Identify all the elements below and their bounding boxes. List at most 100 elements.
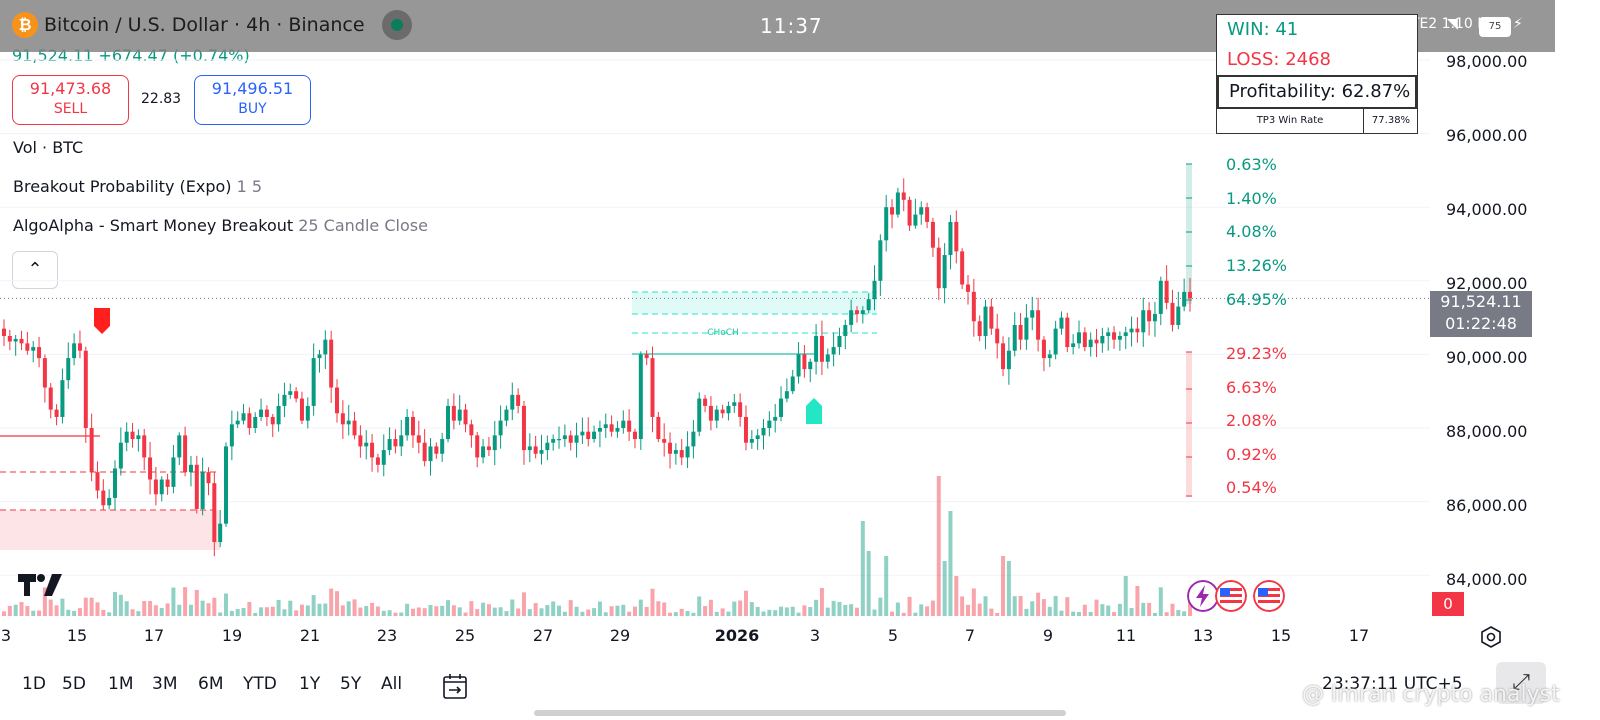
collapse-legend-button[interactable]: ⌃ — [12, 251, 58, 289]
candle-body — [1065, 317, 1070, 348]
volume-bar — [2, 611, 6, 616]
candle-body — [42, 358, 47, 388]
volume-bar — [107, 612, 112, 616]
volume-bar — [504, 611, 509, 616]
range-button-1m[interactable]: 1M — [108, 674, 134, 694]
volume-bar — [568, 600, 573, 616]
volume-bar — [428, 605, 433, 616]
range-button-6m[interactable]: 6M — [198, 674, 224, 694]
candle-body — [668, 442, 673, 454]
candle-body — [960, 251, 965, 285]
range-button-all[interactable]: All — [381, 674, 403, 694]
volume-bar — [200, 600, 205, 616]
candle-body — [1082, 332, 1087, 348]
candle-body — [562, 435, 567, 440]
fullscreen-button[interactable]: ⤢ — [1496, 662, 1546, 704]
candle-body — [270, 416, 275, 425]
price-tick: 88,000.00 — [1446, 422, 1528, 441]
volume-bar — [352, 599, 357, 616]
volume-bar — [843, 604, 848, 616]
go-to-date-icon[interactable] — [440, 672, 470, 702]
price-tick: 94,000.00 — [1446, 200, 1528, 219]
time-tick: 23 — [376, 626, 398, 645]
price-tick: 98,000.00 — [1446, 52, 1528, 71]
symbol-title[interactable]: Bitcoin / U.S. Dollar · 4h · Binance — [44, 14, 365, 36]
candle-body — [1182, 291, 1187, 307]
buy-label: BUY — [238, 101, 267, 117]
loss-count: LOSS: 2468 — [1227, 49, 1332, 70]
legend-smart-money-breakout[interactable]: AlgoAlpha - Smart Money Breakout 25 Cand… — [13, 216, 428, 235]
candle-body — [165, 479, 170, 487]
range-button-3m[interactable]: 3M — [152, 674, 178, 694]
us-event-flag-icon[interactable] — [1215, 580, 1247, 612]
candle-body — [206, 472, 211, 484]
volume-bar — [294, 610, 299, 616]
candle-body — [25, 343, 30, 351]
volume-bar — [31, 610, 36, 616]
volume-bar — [919, 604, 924, 616]
timezone-clock[interactable]: 23:37:11 UTC+5 — [1322, 674, 1463, 694]
time-tick: 13 — [1192, 626, 1214, 645]
volume-bar — [1076, 612, 1081, 616]
volume-bar — [703, 606, 708, 616]
volume-bar — [288, 600, 293, 616]
candle-body — [773, 416, 778, 421]
candle-body — [621, 420, 626, 428]
range-button-5d[interactable]: 5D — [62, 674, 86, 694]
charging-icon: ⚡ — [1513, 16, 1523, 32]
candle-body — [714, 409, 719, 421]
volume-bar — [673, 612, 678, 616]
volume-bar — [586, 609, 591, 616]
volume-bar — [153, 605, 158, 616]
volume-bar — [714, 611, 719, 616]
candle-body — [971, 291, 976, 322]
breakout-down-level-2: 6.63% — [1226, 378, 1277, 397]
chart-settings-icon[interactable] — [1480, 626, 1502, 648]
candle-body — [1076, 332, 1081, 344]
sell-button[interactable]: 91,473.68 SELL — [12, 75, 129, 125]
volume-bar — [434, 606, 439, 616]
volume-bar — [270, 606, 275, 616]
candle-body — [1117, 336, 1122, 340]
market-status-icon[interactable] — [382, 10, 412, 40]
volume-bar — [878, 597, 883, 616]
sell-label: SELL — [53, 101, 88, 117]
buy-button[interactable]: 91,496.51 BUY — [194, 75, 311, 125]
volume-bar — [1059, 610, 1064, 616]
candle-body — [486, 446, 491, 451]
legend-breakout-probability[interactable]: Breakout Probability (Expo) 1 5 — [13, 177, 262, 196]
range-button-1y[interactable]: 1Y — [299, 674, 321, 694]
legend-volume[interactable]: Vol · BTC — [13, 138, 83, 157]
choch-label: CHoCH — [707, 328, 739, 338]
candle-body — [615, 428, 620, 432]
range-button-ytd[interactable]: YTD — [243, 674, 277, 694]
candle-body — [814, 336, 819, 362]
candle-body — [1112, 332, 1117, 340]
candle-body — [802, 354, 807, 370]
home-indicator[interactable] — [534, 710, 1066, 716]
range-button-5y[interactable]: 5Y — [340, 674, 362, 694]
candle-body — [329, 339, 334, 388]
volume-bar — [323, 603, 328, 616]
volume-bar — [814, 599, 819, 616]
volume-bar — [370, 602, 375, 616]
tradingview-logo-icon[interactable] — [16, 572, 64, 598]
volume-bar — [685, 610, 690, 616]
volume-bar — [1001, 556, 1006, 616]
candle-body — [662, 439, 667, 443]
price-chart[interactable]: CHoCH — [0, 52, 1430, 620]
us-event-flag-icon-2[interactable] — [1253, 580, 1285, 612]
candle-body — [1147, 310, 1152, 322]
volume-bar — [66, 609, 71, 616]
volume-bar — [930, 600, 935, 616]
candle-body — [416, 435, 421, 443]
volume-bar — [592, 608, 597, 616]
volume-bar — [346, 601, 351, 616]
volume-bar — [405, 603, 410, 616]
candle-body — [451, 405, 456, 421]
volume-bar — [486, 604, 491, 616]
range-button-1d[interactable]: 1D — [22, 674, 46, 694]
time-tick: 29 — [609, 626, 631, 645]
candle-body — [340, 413, 345, 425]
volume-bar — [1117, 603, 1122, 616]
